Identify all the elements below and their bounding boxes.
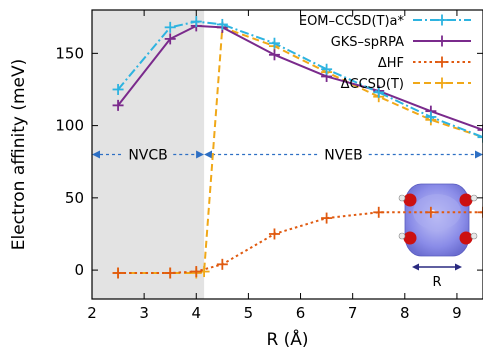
- series-0: [112, 16, 483, 143]
- plot-frame: [91, 9, 483, 300]
- x-tick-label: 9: [452, 304, 462, 322]
- y-tick-label: 100: [55, 117, 84, 135]
- x-tick-label: 7: [348, 304, 358, 322]
- region-label-nvcb: NVCB: [128, 148, 167, 164]
- y-tick-label: 50: [65, 189, 84, 207]
- region-label-nveb: NVEB: [324, 148, 363, 164]
- legend: EOM–CCSD(T)a* GKS–spRPA ΔHF ΔCCSD(T): [299, 14, 471, 92]
- legend-label-1: GKS–spRPA: [331, 35, 404, 50]
- x-tick-label: 2: [87, 304, 97, 322]
- y-tick-label: 0: [74, 261, 84, 279]
- legend-label-0: EOM–CCSD(T)a*: [299, 14, 405, 29]
- series-line-3: [118, 26, 483, 274]
- axis-ticks: 2 3 4 5 6 7 8 9 0 50 100 150: [55, 10, 483, 322]
- series-layer: [112, 16, 483, 279]
- molecule-inset-image: R: [398, 183, 478, 290]
- x-tick-label: 8: [400, 304, 410, 322]
- y-tick-label: 150: [55, 44, 84, 62]
- region-annotations: NVCB NVEB: [92, 148, 483, 164]
- series-2: [112, 206, 483, 279]
- x-tick-label: 5: [244, 304, 254, 322]
- legend-label-3: ΔCCSD(T): [341, 77, 404, 92]
- x-axis-label: R (Å): [266, 328, 308, 350]
- y-axis-label: Electron affinity (meV): [9, 59, 29, 251]
- x-tick-label: 3: [139, 304, 149, 322]
- x-tick-label: 6: [296, 304, 306, 322]
- inset-r-label: R: [432, 275, 441, 290]
- legend-label-2: ΔHF: [378, 56, 404, 71]
- x-tick-label: 4: [191, 304, 201, 322]
